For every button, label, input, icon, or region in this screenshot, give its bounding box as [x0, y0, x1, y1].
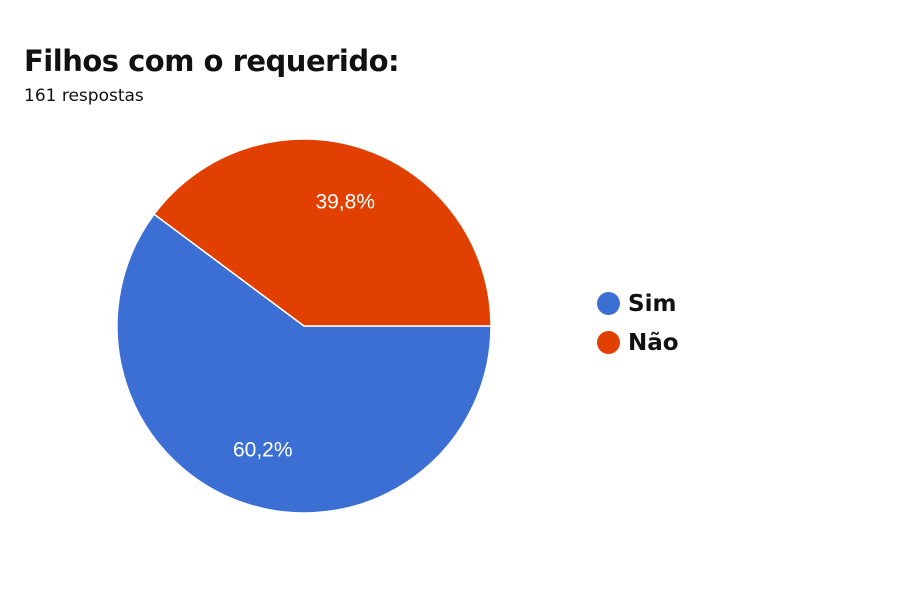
legend-swatch-nao — [597, 331, 620, 354]
chart-title: Filhos com o requerido: — [24, 44, 400, 78]
legend-label-sim: Sim — [628, 290, 677, 317]
pie-slice-nao — [153, 138, 492, 327]
slice-label-1: 39,8% — [315, 190, 375, 213]
legend-item-nao: Não — [597, 323, 679, 362]
legend-label-nao: Não — [628, 329, 679, 356]
slice-label-0: 60,2% — [233, 439, 293, 462]
legend-swatch-sim — [597, 292, 620, 315]
response-count: 161 respostas — [24, 86, 144, 106]
chart-legend: Sim Não — [597, 284, 679, 362]
legend-item-sim: Sim — [597, 284, 679, 323]
pie-slice-sim — [116, 213, 492, 514]
